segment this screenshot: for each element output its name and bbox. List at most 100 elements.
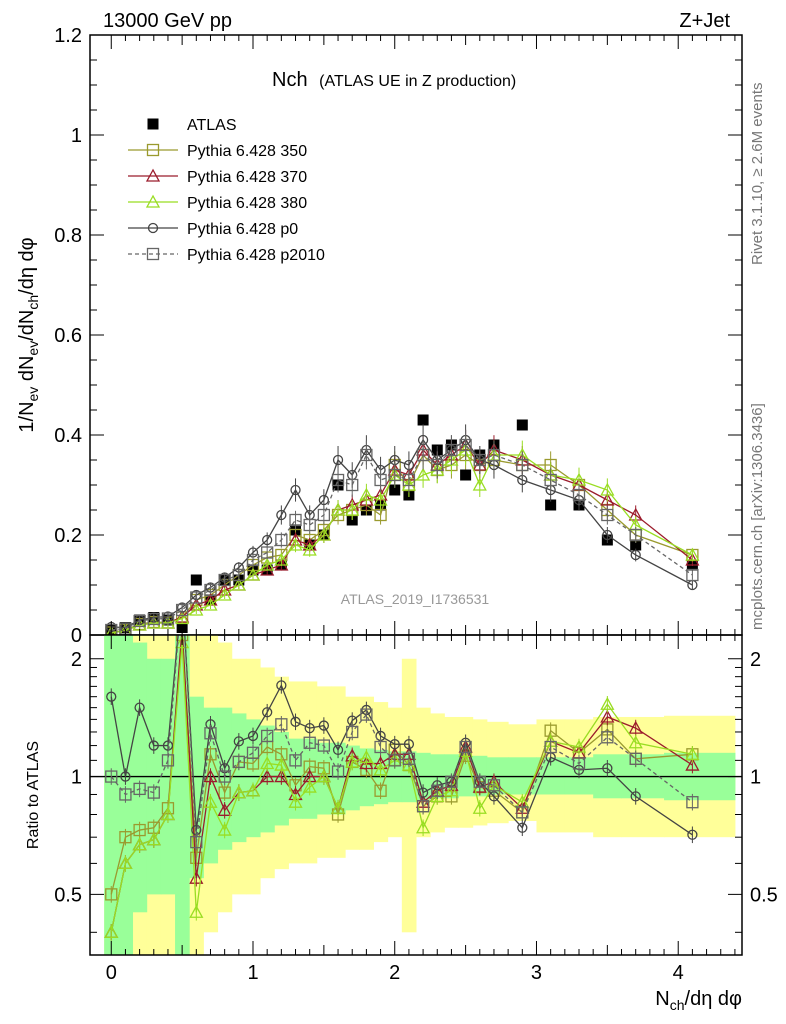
- uncertainty-band: [132, 642, 148, 913]
- legend-label: Pythia 6.428 p2010: [187, 247, 325, 264]
- ratio-point: [190, 835, 203, 849]
- atlas-point: [545, 499, 557, 511]
- main-series-line: [111, 444, 693, 631]
- ratio-series-line: [110, 642, 693, 933]
- legend-entry-0: ATLAS: [147, 117, 237, 134]
- data-point: [175, 603, 189, 617]
- legend-label: Pythia 6.428 p0: [187, 221, 298, 238]
- ratio-point: [316, 769, 331, 783]
- data-point: [360, 448, 373, 462]
- data-point: [161, 612, 175, 625]
- ratio-point: [472, 779, 487, 793]
- ratio-point: [402, 752, 416, 765]
- main-plot: 0 0.2 0.4 0.6 0.8 1 1.2 Nch (ATLAS UE in Z pro…: [16, 25, 743, 647]
- ratio-point: [687, 829, 698, 840]
- atlas-point: [389, 484, 401, 496]
- data-point: [276, 509, 287, 521]
- data-point: [275, 533, 288, 547]
- data-point: [572, 488, 586, 502]
- ratio-series-line: [110, 635, 693, 843]
- legend: ATLAS Pythia 6.428 350 Pythia 6.428 370 Pyt…: [128, 117, 325, 264]
- legend-marker: [145, 194, 161, 208]
- x-axis-label: Nch/dη dφ: [655, 988, 742, 1013]
- ratio-point: [388, 754, 401, 767]
- watermark: ATLAS_2019_I1736531: [341, 591, 490, 607]
- ratio-series-line: [110, 635, 693, 933]
- data-point: [261, 546, 274, 559]
- ratio-point: [119, 788, 132, 801]
- ratio-point: [628, 735, 643, 749]
- data-point: [290, 484, 301, 496]
- ratio-point: [317, 739, 331, 752]
- data-point: [444, 452, 459, 466]
- ratio-point: [389, 739, 400, 750]
- ratio-point: [261, 729, 274, 743]
- ratio-ylabel: Ratio to ATLAS: [25, 741, 42, 849]
- ratio-point: [572, 757, 586, 770]
- y-tick-label: 0: [71, 625, 82, 647]
- ratio-point: [602, 763, 613, 774]
- atlas-point: [190, 574, 202, 586]
- ratio-point: [105, 888, 118, 901]
- ratio-point: [685, 746, 700, 760]
- legend-marker: [146, 143, 160, 157]
- y-tick-label: 0.4: [54, 425, 82, 447]
- data-point: [402, 473, 416, 487]
- data-point: [602, 529, 613, 541]
- data-point: [685, 547, 700, 561]
- data-point: [218, 573, 231, 587]
- uncertainty-band: [118, 635, 134, 955]
- data-point: [516, 458, 529, 472]
- ratio-point: [162, 740, 174, 751]
- ratio-point: [600, 709, 615, 723]
- ratio-point: [274, 769, 289, 783]
- ratio-point: [217, 822, 232, 836]
- chart-subtitle: (ATLAS UE in Z production): [319, 73, 516, 90]
- ratio-y-tick-label-right: 2: [750, 649, 761, 671]
- data-point: [317, 508, 331, 522]
- atlas-point: [516, 419, 528, 431]
- data-point: [133, 614, 146, 628]
- main-series-line: [111, 438, 693, 629]
- ratio-point: [431, 784, 444, 797]
- ratio-point: [245, 783, 261, 797]
- data-point: [175, 611, 190, 625]
- main-title: Nch (ATLAS UE in Z production): [272, 69, 516, 91]
- x-tick-label: 3: [531, 962, 542, 984]
- ratio-point: [288, 794, 303, 808]
- ratio-point: [189, 870, 204, 884]
- data-point: [487, 448, 501, 462]
- data-point: [332, 454, 344, 466]
- data-point: [345, 502, 360, 516]
- data-point: [601, 508, 614, 522]
- data-point: [302, 542, 317, 556]
- legend-entry-3: Pythia 6.428 380: [128, 194, 307, 212]
- ratio-point: [374, 740, 387, 754]
- data-point: [231, 577, 246, 591]
- ratio-point: [262, 707, 273, 718]
- ratio-point: [275, 718, 288, 731]
- ratio-point: [345, 754, 360, 768]
- data-point: [288, 537, 303, 551]
- ratio-point: [304, 722, 315, 734]
- ratio-point: [360, 708, 373, 721]
- data-point: [303, 518, 316, 532]
- ratio-frame: [89, 634, 743, 956]
- data-point: [431, 458, 444, 472]
- main-ylabel: 1/Nev dNev/dNch/dη dφ: [16, 237, 41, 432]
- ratio-point: [189, 904, 204, 918]
- ratio-point: [359, 756, 374, 770]
- ratio-point: [359, 749, 374, 763]
- x-tick-label: 1: [247, 962, 258, 984]
- ratio-point: [147, 786, 160, 799]
- ratio-point: [146, 832, 161, 846]
- ratio-point: [629, 752, 642, 765]
- main-series-line: [111, 453, 693, 634]
- y-tick-label: 0.6: [54, 325, 82, 347]
- data-point: [262, 534, 273, 546]
- ratio-point: [459, 740, 472, 754]
- ratio-point: [260, 769, 275, 783]
- data-point: [204, 583, 217, 597]
- ratio-y-tick-label-right: 1: [750, 767, 761, 789]
- ratio-series-4: [105, 635, 699, 851]
